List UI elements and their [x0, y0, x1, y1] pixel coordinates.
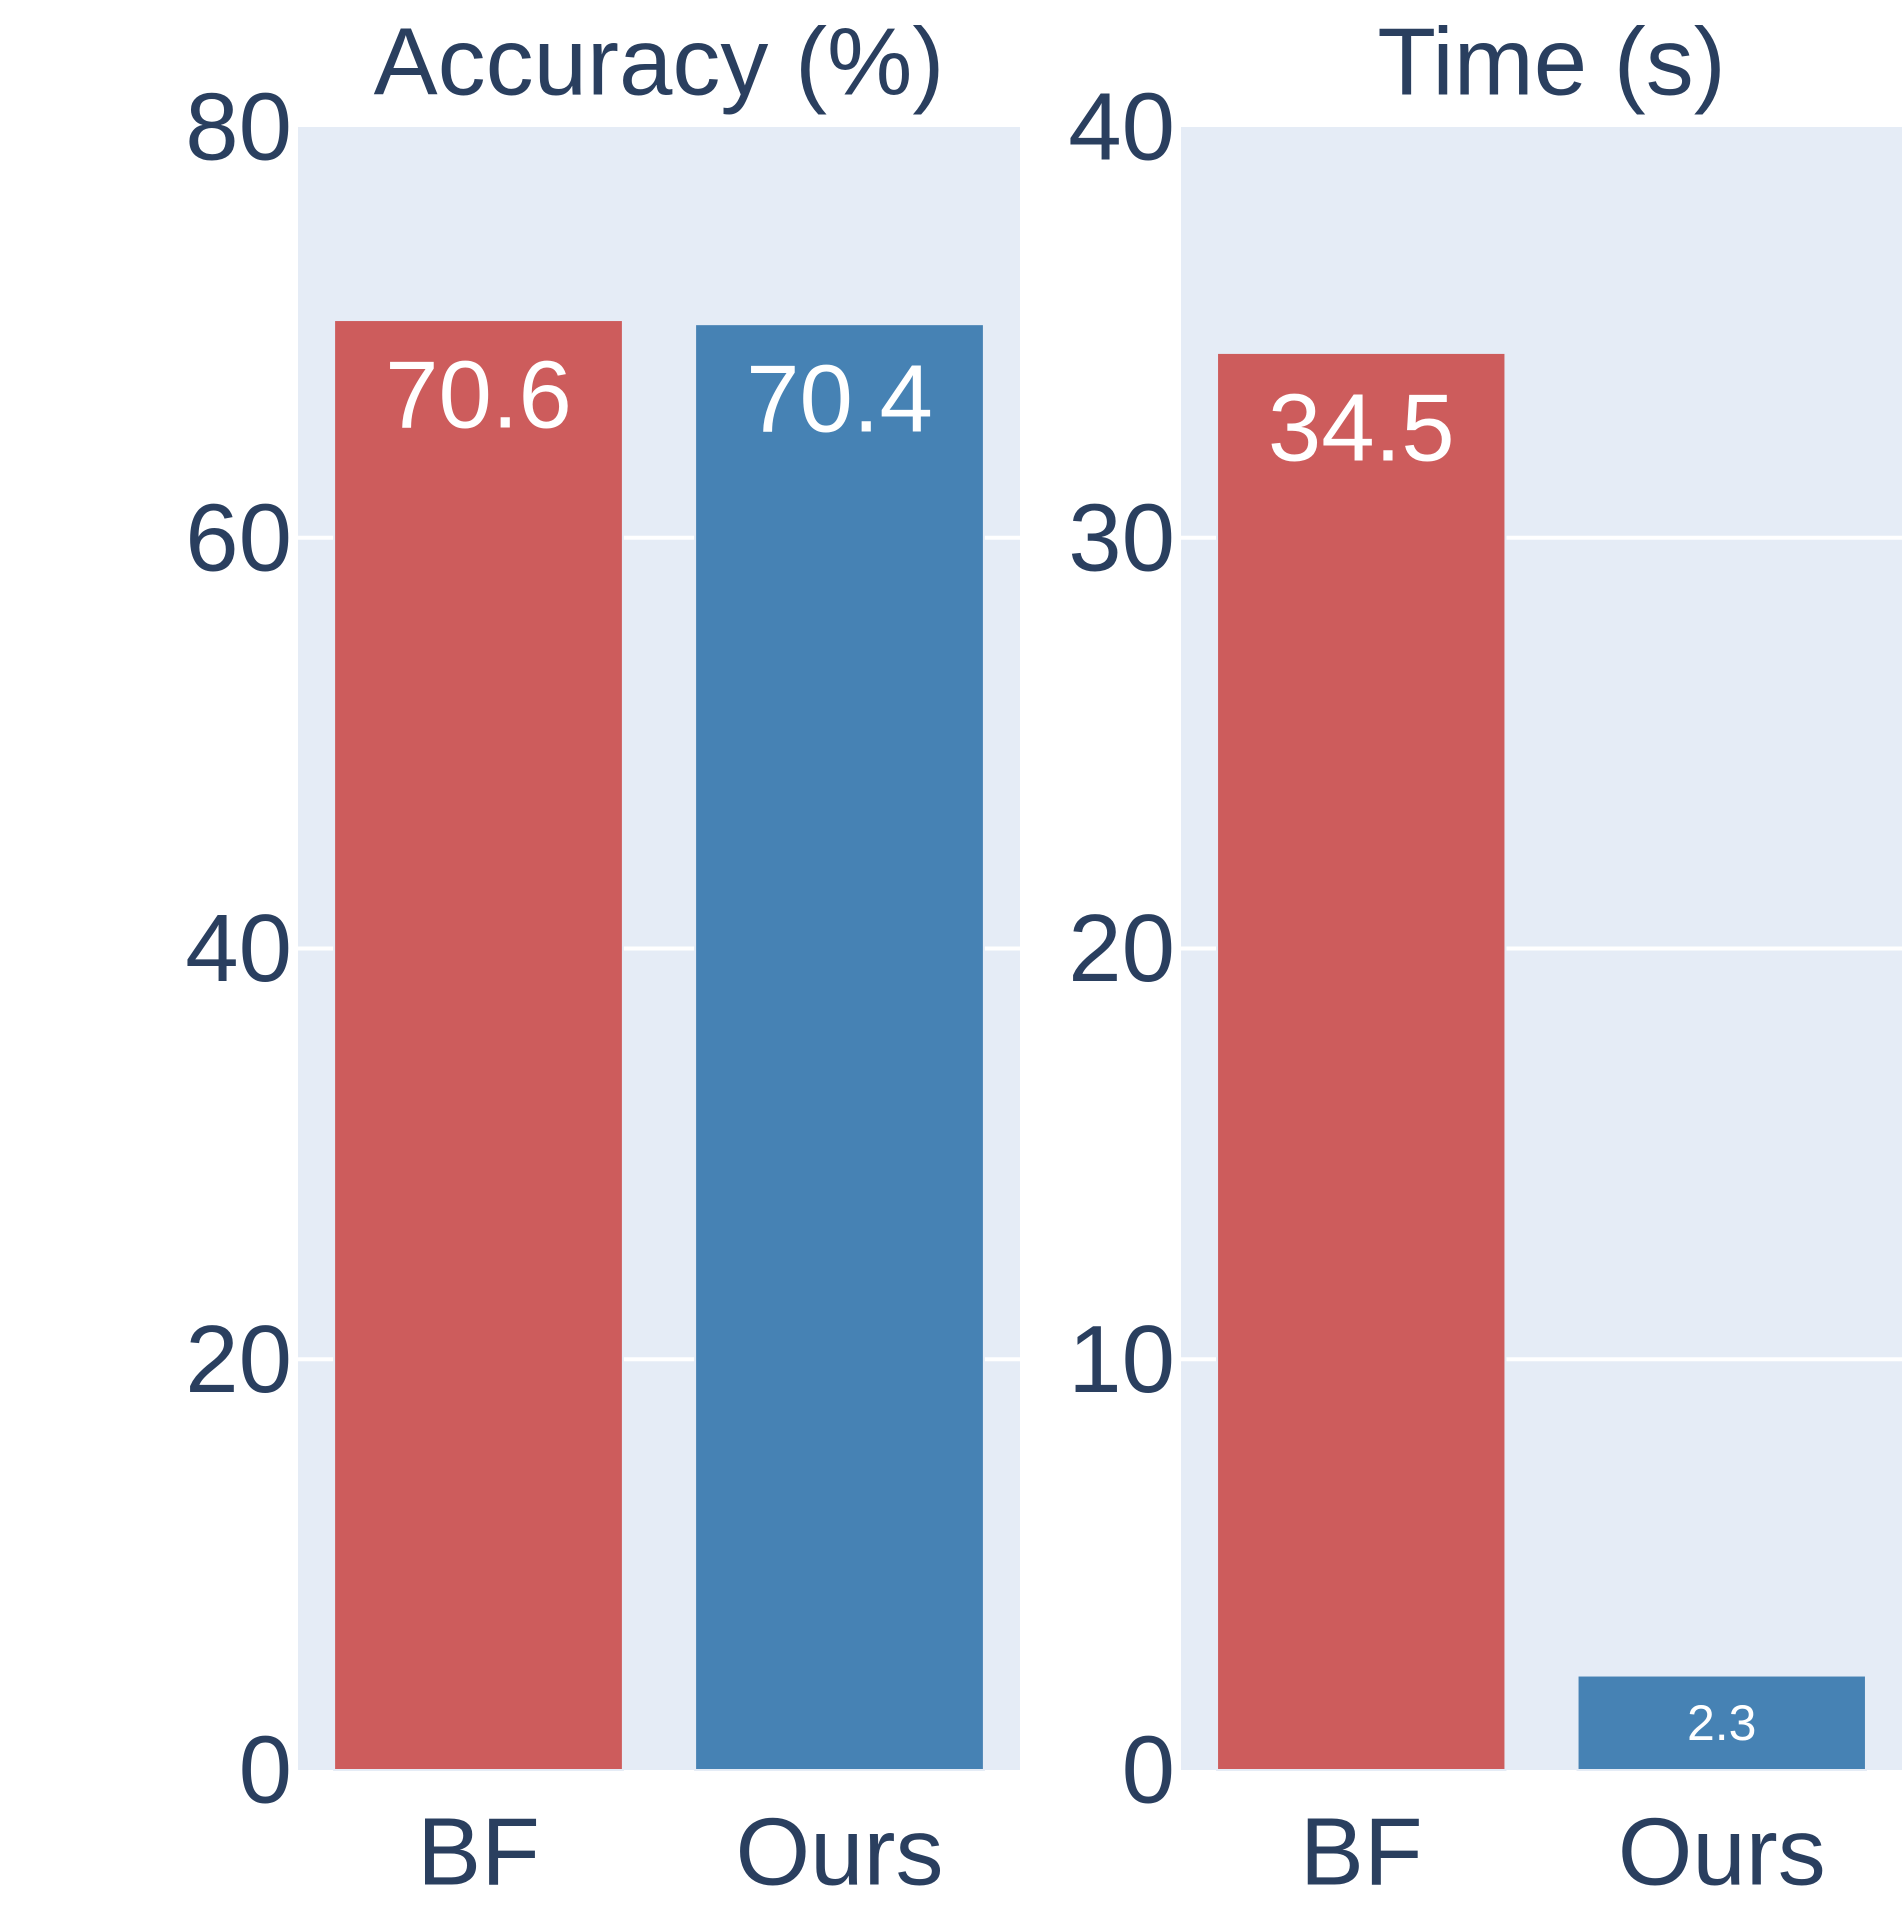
x-tick-label: BF — [1300, 1799, 1423, 1903]
data-label: 70.4 — [746, 346, 933, 453]
y-tick-label: 0 — [1122, 1717, 1175, 1824]
y-tick-label: 20 — [185, 1306, 292, 1413]
y-tick-label: 40 — [1068, 74, 1175, 181]
y-tick-label: 80 — [185, 74, 292, 181]
x-tick-label: Ours — [735, 1799, 943, 1903]
bar-ours — [694, 323, 985, 1771]
y-tick-label: 20 — [1068, 895, 1175, 1002]
y-tick-label: 40 — [185, 895, 292, 1002]
chart-panel-2: 0 10 20 30 40 34.5 BF 2.3 Ours Time (s) — [1068, 9, 1902, 1906]
chart-title: Accuracy (%) — [374, 9, 945, 116]
x-tick-label: Ours — [1618, 1799, 1826, 1903]
data-label: 2.3 — [1687, 1695, 1757, 1751]
data-label: 70.6 — [385, 342, 572, 449]
bar-bf — [333, 319, 624, 1771]
chart-panel-1: 0 20 40 60 80 70.6 BF 70.4 Ours Accuracy (%) — [185, 9, 1020, 1906]
y-tick-label: 60 — [185, 484, 292, 591]
y-tick-label: 10 — [1068, 1306, 1175, 1413]
chart-title: Time (s) — [1377, 9, 1725, 116]
bar-bf — [1216, 351, 1507, 1772]
y-tick-label: 0 — [239, 1717, 292, 1824]
y-tick-label: 30 — [1068, 484, 1175, 591]
data-label: 34.5 — [1268, 374, 1455, 481]
bar-ours — [1576, 1674, 1867, 1771]
x-tick-label: BF — [417, 1799, 540, 1903]
